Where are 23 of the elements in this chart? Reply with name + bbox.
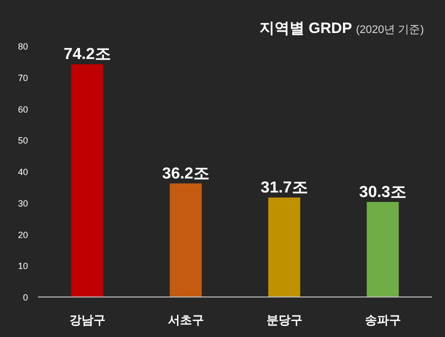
data-label: 31.7조 [260, 180, 308, 197]
x-tick-label: 강남구 [69, 313, 106, 327]
bar [170, 183, 202, 297]
bar [71, 64, 104, 297]
y-tick-label: 10 [18, 261, 28, 272]
y-tick-label: 70 [18, 72, 28, 83]
x-tick-label: 서초구 [168, 313, 204, 327]
y-tick-label: 50 [18, 136, 28, 146]
data-label: 36.2조 [162, 165, 210, 182]
x-tick-label: 분당구 [266, 313, 302, 327]
y-tick-label: 40 [18, 167, 28, 177]
data-label: 74.2조 [64, 46, 111, 64]
bar [268, 198, 300, 297]
y-tick-label: 80 [18, 42, 28, 52]
y-tick-label: 0 [22, 292, 28, 302]
y-tick-label: 60 [18, 104, 28, 114]
y-tick-label: 30 [18, 198, 28, 208]
chart-title: 지역별 GRDP [259, 20, 352, 37]
bar [366, 202, 399, 297]
y-tick-label: 20 [18, 230, 28, 240]
data-label: 30.3조 [359, 184, 406, 201]
x-tick-label: 송파구 [364, 313, 401, 327]
chart-subtitle: (2020년 기준) [356, 24, 424, 36]
